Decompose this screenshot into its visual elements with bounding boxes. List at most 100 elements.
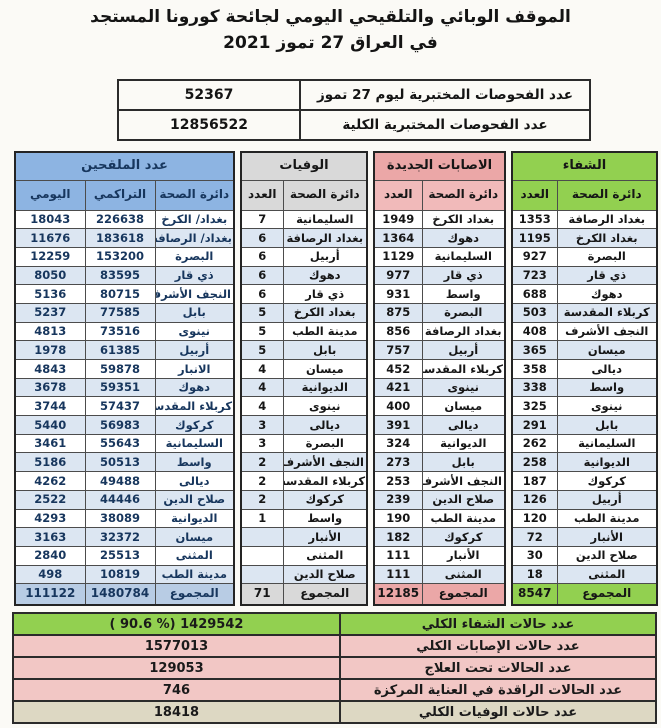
health-directorate-cell: مدينة الطب (154, 564, 235, 585)
count-cell: 8050 (14, 265, 86, 286)
summary-label: عدد حالات الإصابات الكلي (339, 634, 657, 658)
infections-row: كربلاء المقدسة 452 (373, 359, 506, 379)
health-directorate-cell: البصرة (282, 433, 368, 454)
col-health-directorate: دائرة الصحة (556, 179, 658, 211)
health-directorate-cell: ذي قار (421, 265, 506, 286)
infections-row: ميسان 400 (373, 396, 506, 417)
health-directorate-cell: بابل (154, 302, 235, 323)
count-cell: 18 (511, 564, 558, 585)
count-cell: 4843 (14, 359, 86, 379)
count-cell: 5237 (14, 302, 86, 323)
summary-label: عدد الحالات الراقدة في العناية المركزة (339, 678, 657, 702)
infections-row: ديالى 391 (373, 415, 506, 435)
recovery-row: مدينة الطب 120 (511, 508, 658, 529)
col-health-directorate: دائرة الصحة (282, 179, 368, 211)
infections-row: مدينة الطب 190 (373, 508, 506, 529)
count-cell: 111 (373, 545, 423, 566)
total-row: المجموع 12185 (373, 583, 506, 606)
deaths-row: صلاح الدين (240, 564, 368, 585)
health-directorate-cell: الديوانية (154, 508, 235, 529)
recovery-row: الديوانية 258 (511, 452, 658, 473)
count-cell: 365 (511, 340, 558, 360)
count-cell: 239 (373, 489, 423, 510)
vaccinated-row: السليمانية 55643 3461 (14, 433, 235, 454)
infections-row: الديوانية 324 (373, 433, 506, 454)
health-directorate-cell: البصرة (154, 246, 235, 267)
deaths-row: المثنى (240, 545, 368, 566)
health-directorate-cell: كركوك (154, 415, 235, 435)
count-cell: 4 (240, 396, 284, 417)
count-cell: 931 (373, 284, 423, 304)
health-directorate-cell: مدينة الطب (421, 508, 506, 529)
vaccinated-row: أربيل 61385 1978 (14, 340, 235, 360)
health-directorate-cell: بغداد الكرخ (282, 302, 368, 323)
count-cell: 400 (373, 396, 423, 417)
recovery-row: النجف الأشرف 408 (511, 321, 658, 342)
count-cell: 126 (511, 489, 558, 510)
health-directorate-cell: كركوك (556, 471, 658, 491)
infections-row: كركوك 182 (373, 527, 506, 547)
health-directorate-cell: ذي قار (154, 265, 235, 286)
vaccinated-row: بغداد/ الرصافة 183618 11676 (14, 228, 235, 248)
health-directorate-cell: السليمانية (154, 433, 235, 454)
col-count: العدد (373, 179, 423, 211)
count-cell: 3461 (14, 433, 86, 454)
col-daily: اليومي (14, 179, 86, 211)
count-cell: 183618 (84, 228, 156, 248)
count-cell: 1353 (511, 209, 558, 230)
infections-row: صلاح الدين 239 (373, 489, 506, 510)
vaccinated-row: بابل 77585 5237 (14, 302, 235, 323)
count-cell: 59878 (84, 359, 156, 379)
page-title-line1: الموقف الوبائي والتلقيحي اليومي لجائحة ك… (90, 7, 571, 27)
health-directorate-cell: السليمانية (556, 433, 658, 454)
new-infections-table: الاصابات الجديدة دائرة الصحة العدد بغداد… (373, 151, 506, 606)
health-directorate-cell: بغداد الكرخ (421, 209, 506, 230)
count-cell: 325 (511, 396, 558, 417)
recovery-row: المثنى 18 (511, 564, 658, 585)
count-cell: 6 (240, 246, 284, 267)
count-cell: 3678 (14, 377, 86, 398)
summary-row-total-cases: عدد حالات الإصابات الكلي 1577013 (12, 634, 657, 658)
count-cell: 61385 (84, 340, 156, 360)
summary-value: 129053 (12, 656, 341, 680)
total-row: المجموع 71 (240, 583, 368, 606)
count-cell: 25513 (84, 545, 156, 566)
deaths-row: النجف الأشرف 2 (240, 452, 368, 473)
vaccinated-row: الديوانية 38089 4293 (14, 508, 235, 529)
vaccinated-table-title: عدد الملقحين (14, 151, 235, 181)
health-directorate-cell: ميسان (556, 340, 658, 360)
count-cell: 2 (240, 489, 284, 510)
count-cell: 291 (511, 415, 558, 435)
count-cell: 120 (511, 508, 558, 529)
health-directorate-cell: ذي قار (282, 284, 368, 304)
summary-row-total-recoveries: عدد حالات الشفاء الكلي ( 90.6 %) 1429542 (12, 612, 657, 636)
deaths-row: البصرة 3 (240, 433, 368, 454)
infections-row: نينوى 421 (373, 377, 506, 398)
health-directorate-cell: دهوك (421, 228, 506, 248)
count-cell: 856 (373, 321, 423, 342)
health-directorate-cell: المثنى (421, 564, 506, 585)
health-directorate-cell: الأنبار (556, 527, 658, 547)
count-cell: 3744 (14, 396, 86, 417)
count-cell: 38089 (84, 508, 156, 529)
summary-value: 18418 (12, 700, 341, 724)
health-directorate-cell: واسط (282, 508, 368, 529)
table-row: عدد الفحوصات المختبرية ليوم 27 تموز 5236… (117, 79, 591, 111)
count-cell: 44446 (84, 489, 156, 510)
infections-row: بغداد الكرخ 1949 (373, 209, 506, 230)
count-cell: 83595 (84, 265, 156, 286)
recovery-row: واسط 338 (511, 377, 658, 398)
infections-row: بغداد الرصافة 856 (373, 321, 506, 342)
count-cell: 1 (240, 508, 284, 529)
deaths-row: السليمانية 7 (240, 209, 368, 230)
deaths-table: الوفيات دائرة الصحة العدد السليمانية 7 بغد… (240, 151, 369, 606)
health-directorate-cell: السليمانية (421, 246, 506, 267)
count-cell: 2 (240, 452, 284, 473)
lab-tests-table: عدد الفحوصات المختبرية ليوم 27 تموز 5236… (117, 79, 591, 141)
recovery-row: بغداد الكرخ 1195 (511, 228, 658, 248)
health-directorate-cell: بغداد الرصافة (282, 228, 368, 248)
count-cell: 977 (373, 265, 423, 286)
health-directorate-cell: أربيل (421, 340, 506, 360)
total-daily: 111122 (14, 583, 86, 606)
health-directorate-cell: الأنبار (282, 527, 368, 547)
